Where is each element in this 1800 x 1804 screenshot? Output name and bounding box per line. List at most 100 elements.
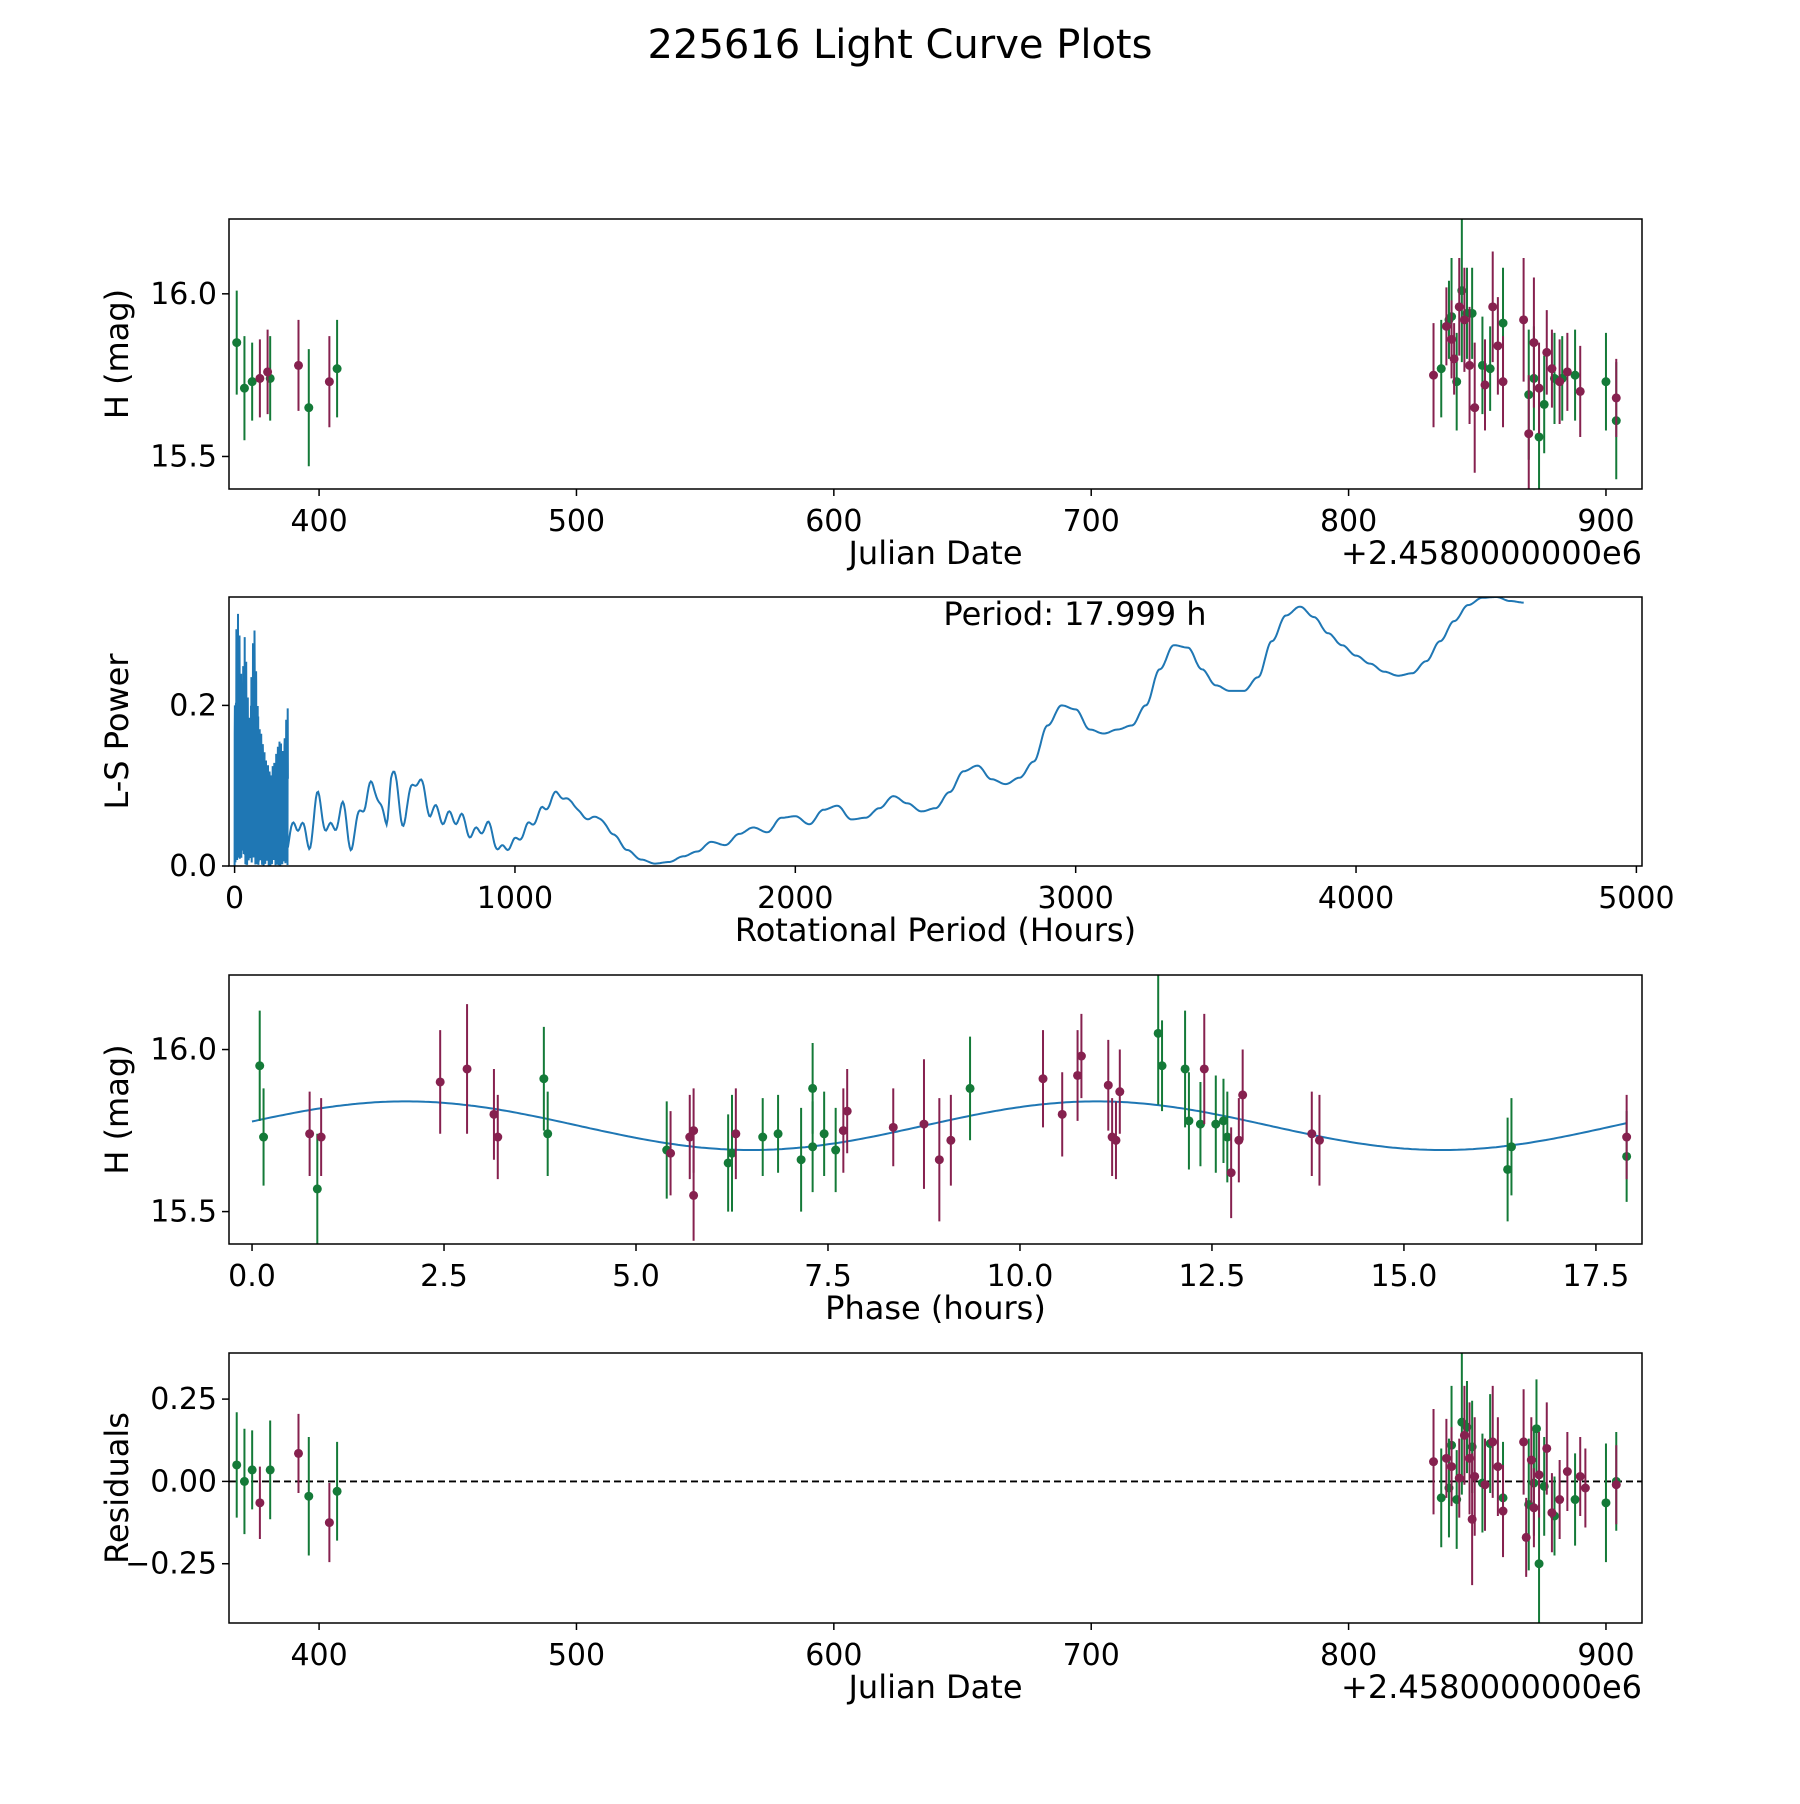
g-band-point <box>758 1132 768 1142</box>
g-band-point <box>808 1142 818 1152</box>
r-band-point <box>1199 1064 1209 1074</box>
r-band-point <box>1076 1051 1086 1061</box>
phase-frame <box>228 974 1643 1245</box>
r-band-point <box>1498 377 1508 387</box>
y-tick-label: 0.25 <box>150 1382 217 1417</box>
x-tick-label: 2.5 <box>420 1259 468 1294</box>
g-band-point <box>304 403 314 413</box>
y-tick-label: 15.5 <box>150 1195 217 1230</box>
r-band-point <box>946 1135 956 1145</box>
x-tick-label: 400 <box>290 504 347 539</box>
y-tick-label: 16.0 <box>150 277 217 312</box>
r-band-point <box>1447 1462 1457 1472</box>
r-band-point <box>255 1498 265 1508</box>
residuals-panel: 400 500 600 700 800 900 −0.25 0.00 0.25 Julian Da… <box>98 1352 1643 1706</box>
g-band-point <box>312 1184 322 1194</box>
g-band-point <box>796 1155 806 1165</box>
g-band-point <box>259 1132 269 1142</box>
residuals-frame <box>228 1352 1643 1624</box>
g-band-point <box>1485 364 1495 374</box>
g-band-point <box>1570 1495 1580 1505</box>
g-band-point <box>1222 1132 1232 1142</box>
g-band-point <box>1539 399 1549 409</box>
x-tick-label: 900 <box>1577 1638 1634 1673</box>
g-band-point <box>1601 1498 1611 1508</box>
axis-offset-text: +2.4580000000e6 <box>1341 1668 1642 1706</box>
r-band-point <box>1542 1443 1552 1453</box>
x-tick-label: 0.0 <box>228 1259 276 1294</box>
g-band-point <box>239 1476 249 1486</box>
r-band-point <box>1226 1168 1236 1178</box>
g-band-point <box>332 364 342 374</box>
y-tick-label: −0.25 <box>125 1547 217 1582</box>
r-band-point <box>1459 315 1469 325</box>
data-points <box>232 1353 1621 1623</box>
g-band-point <box>255 1061 265 1071</box>
x-tick-label: 7.5 <box>804 1259 852 1294</box>
r-band-point <box>934 1155 944 1165</box>
x-tick-label: 5.0 <box>612 1259 660 1294</box>
period-annotation: Period: 17.999 h <box>943 595 1206 633</box>
g-band-point <box>1534 432 1544 442</box>
r-band-point <box>1526 1455 1536 1465</box>
g-band-point <box>1195 1119 1205 1129</box>
r-band-point <box>1429 370 1439 380</box>
g-band-point <box>819 1129 829 1139</box>
r-band-point <box>1562 1467 1572 1477</box>
y-tick-label: 16.0 <box>150 1033 217 1068</box>
x-axis-label: Julian Date <box>846 1668 1022 1706</box>
r-band-point <box>1454 1473 1464 1483</box>
g-band-point <box>1184 1116 1194 1126</box>
r-band-point <box>435 1077 445 1087</box>
x-tick-label: 600 <box>805 504 862 539</box>
r-band-point <box>1611 1480 1621 1490</box>
r-band-point <box>1575 386 1585 396</box>
x-tick-label: 500 <box>548 504 605 539</box>
r-band-point <box>1534 383 1544 393</box>
x-tick-label: 600 <box>805 1638 862 1673</box>
g-band-point <box>232 1460 242 1470</box>
g-band-point <box>965 1083 975 1093</box>
r-band-point <box>1307 1129 1317 1139</box>
x-tick-label: 4000 <box>1318 881 1394 916</box>
r-band-point <box>1562 367 1572 377</box>
x-tick-label: 1000 <box>477 881 553 916</box>
r-band-point <box>1441 1453 1451 1463</box>
y-axis-label: H (mag) <box>98 1044 136 1174</box>
r-band-point <box>1555 1495 1565 1505</box>
x-tick-label: 700 <box>1063 1638 1120 1673</box>
r-band-point <box>1449 354 1459 364</box>
x-axis-label: Rotational Period (Hours) <box>735 911 1136 949</box>
r-band-point <box>1465 360 1475 370</box>
g-band-point <box>304 1491 314 1501</box>
x-axis-label: Julian Date <box>846 534 1022 572</box>
g-band-point <box>1570 370 1580 380</box>
r-band-point <box>255 373 265 383</box>
r-band-point <box>1488 1437 1498 1447</box>
r-band-point <box>1555 377 1565 387</box>
periodogram-frame <box>228 596 1643 867</box>
r-band-point <box>1529 338 1539 348</box>
x-axis-label: Phase (hours) <box>825 1289 1046 1327</box>
r-band-point <box>1115 1087 1125 1097</box>
r-band-point <box>1111 1135 1121 1145</box>
lightcurve-frame <box>228 218 1643 490</box>
r-band-point <box>489 1109 499 1119</box>
r-band-point <box>1493 1462 1503 1472</box>
g-band-point <box>332 1486 342 1496</box>
g-band-point <box>1436 364 1446 374</box>
r-band-point <box>1611 393 1621 403</box>
g-band-point <box>773 1129 783 1139</box>
r-band-point <box>1534 1470 1544 1480</box>
periodogram-panel: 0 1000 2000 3000 4000 5000 0.0 0.2 Rotational Pe… <box>98 595 1675 949</box>
x-tick-label: 3000 <box>1037 881 1113 916</box>
r-band-point <box>1575 1471 1585 1481</box>
g-band-point <box>1506 1142 1516 1152</box>
r-band-point <box>842 1106 852 1116</box>
x-tick-label: 10.0 <box>987 1259 1054 1294</box>
r-band-point <box>1454 302 1464 312</box>
r-band-point <box>1547 364 1557 374</box>
r-band-point <box>1580 1483 1590 1493</box>
y-axis-label: Residuals <box>98 1412 136 1564</box>
r-band-point <box>324 1518 334 1528</box>
